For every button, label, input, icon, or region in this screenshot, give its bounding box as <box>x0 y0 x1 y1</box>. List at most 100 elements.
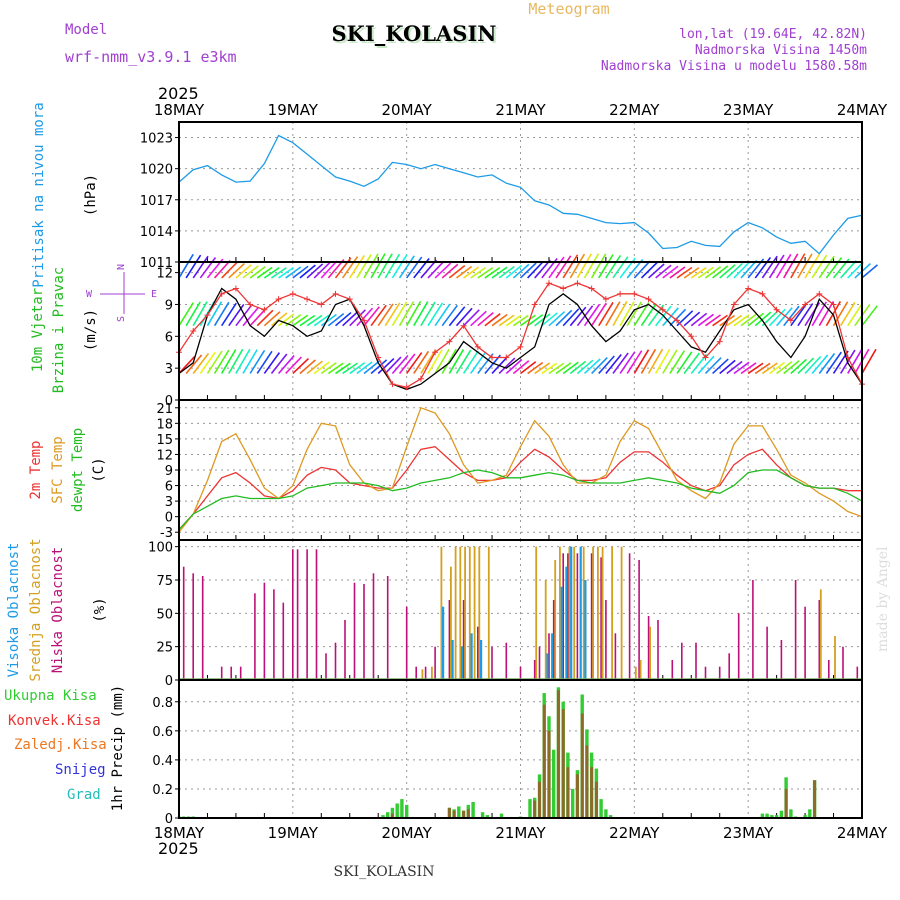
bar <box>601 546 604 680</box>
y-tick-label: 9 <box>165 298 173 313</box>
bar <box>780 640 783 680</box>
coordinates: lon,lat (19.64E, 42.82N) <box>679 27 867 42</box>
wind-barb <box>491 266 508 279</box>
y-tick-label: 3 <box>165 495 173 510</box>
bar <box>639 660 642 680</box>
model-name: wrf-nmm_v3.9.1 e3km <box>65 48 237 66</box>
wind-barb <box>825 257 843 279</box>
bar <box>570 546 573 680</box>
wind-barb <box>192 353 210 374</box>
bar <box>372 573 375 680</box>
bar <box>363 584 365 680</box>
bar <box>599 799 603 818</box>
wind-barb <box>669 308 687 327</box>
model-label: Model <box>65 22 107 38</box>
y-tick-label: 0.8 <box>152 696 173 711</box>
wind-barb <box>662 265 679 279</box>
y-tick-label: 1020 <box>140 163 173 178</box>
y-tick-label: -3 <box>160 526 173 541</box>
wind-barb <box>740 259 758 279</box>
panel-precip-frame <box>178 679 863 819</box>
bar <box>451 640 454 680</box>
bar <box>828 660 830 680</box>
gust-marker <box>261 306 268 313</box>
wind-barb <box>576 359 594 375</box>
wind-barb <box>534 313 551 327</box>
wind-barb <box>583 303 601 327</box>
wind-barb <box>754 362 771 375</box>
wind-barb <box>769 361 786 375</box>
wind-barb <box>455 265 473 279</box>
gust-marker <box>674 317 681 324</box>
compass-rose: N S W E <box>86 264 157 322</box>
y-tick-label: 15 <box>156 433 173 448</box>
bar <box>548 633 550 680</box>
wind-barb <box>470 310 487 327</box>
wind-barb <box>576 253 593 279</box>
bar <box>544 580 547 680</box>
gust-marker <box>574 280 581 287</box>
wind-barb <box>384 302 401 327</box>
y-tick-label: 0.2 <box>152 783 173 798</box>
model-elevation: Nadmorska Visina u modelu 1580.58m <box>601 59 867 74</box>
wind-barb <box>349 255 365 279</box>
gust-marker <box>716 338 723 345</box>
station-title: SKI_KOLASIN <box>332 21 497 46</box>
gust-marker <box>403 384 410 391</box>
bar <box>573 546 576 680</box>
bar <box>728 653 730 680</box>
series-2m-temp <box>178 446 862 531</box>
wind-barb <box>192 255 209 279</box>
wind-barb <box>327 313 345 327</box>
bar <box>580 713 584 818</box>
bar <box>461 646 464 680</box>
credit-watermark: made by Angel <box>875 546 891 652</box>
day-label-top: 19MAY <box>268 101 319 119</box>
bar <box>480 640 483 680</box>
bar <box>182 566 185 680</box>
wind-barb <box>278 266 294 279</box>
bar <box>604 809 608 818</box>
footer-station: SKI_KOLASIN <box>334 864 435 880</box>
wind-barb <box>861 264 878 279</box>
wind-barb <box>726 262 743 279</box>
wind-barb <box>398 353 416 374</box>
wind-barb <box>420 301 436 327</box>
day-label-bottom: 19MAY <box>268 824 319 842</box>
wind-barb <box>690 312 708 327</box>
wind-barb <box>448 349 465 374</box>
bar <box>834 636 836 680</box>
wind-barb <box>512 314 529 327</box>
bar <box>842 646 844 680</box>
bar <box>803 815 807 818</box>
wind-barb <box>797 357 815 375</box>
gust-marker <box>844 354 851 361</box>
wind-barb <box>712 358 729 375</box>
y-tick-label: 25 <box>156 641 173 656</box>
series-sfc-temp <box>178 406 863 533</box>
dewpt-label: dewpt Temp <box>70 428 86 512</box>
wind-barb <box>683 352 700 374</box>
gust-marker <box>247 301 254 308</box>
wind-barb <box>783 253 799 279</box>
series-niska-oblacnost <box>182 549 859 680</box>
wind-barb <box>605 255 622 279</box>
high-cloud-label: Visoka Oblacnost <box>6 543 22 678</box>
wind-barb <box>477 267 494 279</box>
day-label-top: 22MAY <box>609 101 660 119</box>
day-label-bottom: 23MAY <box>723 824 774 842</box>
bar <box>592 546 594 680</box>
cloud-unit: (%) <box>92 597 108 622</box>
bar <box>220 666 223 680</box>
wind-barb <box>270 353 288 374</box>
wind-barb <box>705 266 722 279</box>
wind-barb <box>320 260 338 279</box>
wind-barb <box>754 256 772 279</box>
bar <box>386 576 389 680</box>
wind-barb <box>356 361 373 375</box>
wind-barb <box>363 253 379 279</box>
day-label-top: 18MAY <box>154 101 205 119</box>
bar <box>533 660 536 680</box>
wind-barb <box>590 253 607 279</box>
